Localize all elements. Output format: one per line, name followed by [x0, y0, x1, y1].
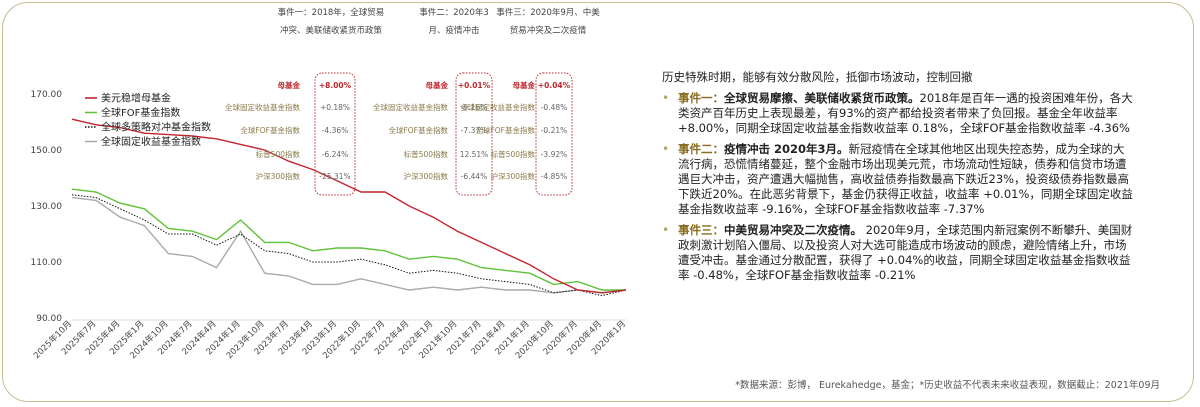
bullet-icon: •	[662, 223, 670, 237]
bullet-icon: •	[662, 91, 670, 105]
event-body: 事件一：全球贸易摩擦、美联储收紧货币政策。2018年是百年一遇的投资困难年份，各…	[678, 91, 1134, 136]
event-title-line: 贸易冲突及二次疫情	[510, 25, 587, 36]
x-axis: 2025年10月2025年7月2025年4月2025年1月2024年10月202…	[31, 318, 628, 361]
event-row-label: 全球固定收益基金指数	[225, 102, 300, 112]
event-row-value: -9.16%	[461, 103, 488, 112]
event-row-value: -6.44%	[461, 172, 488, 181]
performance-chart: 170.00 150.00 130.00 110.00 90.00 2025年10月20…	[31, 7, 629, 361]
y-tick-label: 170.00	[31, 90, 63, 100]
event-title-line: 冲突、美联储收紧货币政策	[280, 25, 383, 36]
event-description: 2018年是百年一遇的投资困难年份，各大类资产百年历史上表现最差，有93%的资产…	[678, 91, 1133, 135]
content-frame	[2, 2, 1194, 402]
event-row-label: 母基金	[426, 80, 449, 90]
event-row-label: 标普500指数	[256, 149, 301, 159]
event-item-1: • 事件一：全球贸易摩擦、美联储收紧货币政策。2018年是百年一遇的投资困难年份…	[662, 91, 1134, 136]
y-tick-label: 110.00	[31, 258, 63, 268]
event-description: 2020年9月，全球范围内新冠案例不断攀升、美国财政刺激计划陷入僵局、以及投资人…	[678, 223, 1133, 282]
event-label: 事件一：	[678, 91, 724, 105]
event-row-label: 标普500指数	[491, 149, 536, 159]
intro-text: 历史特殊时期，能够有效分散风险，抵御市场波动，控制回撤	[662, 70, 973, 84]
event-description: 新冠疫情在全球其他地区出现失控态势，成为全球的大流行病，恐慌情绪蔓延，整个金融市…	[678, 142, 1133, 216]
event-highlight-box	[314, 72, 356, 196]
event-row-label: 沪深300指数	[256, 171, 301, 181]
event-heading: 疫情冲击 2020年3月。	[724, 142, 849, 156]
event-title-line: 月、疫情冲击	[428, 25, 479, 36]
event-item-2: • 事件二：疫情冲击 2020年3月。新冠疫情在全球其他地区出现失控态势，成为全…	[662, 142, 1134, 217]
legend-label: 全球固定收益基金指数	[101, 135, 201, 148]
event-row-label: 母基金	[513, 80, 536, 90]
event-highlight-box	[535, 72, 573, 196]
event-title-line: 事件二：2020年3	[419, 7, 489, 18]
event-highlight-box	[455, 72, 493, 196]
event-row-label: 沪深300指数	[491, 171, 536, 181]
event-row-value: +0.01%	[458, 81, 491, 90]
event-row-value: -7.37%	[461, 126, 488, 135]
event-body: 事件二：疫情冲击 2020年3月。新冠疫情在全球其他地区出现失控态势，成为全球的…	[678, 142, 1134, 217]
y-tick-label: 130.00	[31, 202, 63, 212]
series-line-3	[71, 196, 627, 294]
event-row-label: 全球FOF基金指数	[240, 125, 300, 135]
event-row-value: -6.24%	[322, 150, 349, 159]
event-title-line: 事件三：2020年9月、中美	[496, 7, 600, 18]
event-row-value: -4.36%	[322, 126, 349, 135]
event-heading: 中美贸易冲突及二次疫情。	[724, 223, 862, 237]
footnote: *数据来源：彭博， Eurekahedge，基金；*历史收益不代表未来收益表现，…	[735, 380, 1160, 391]
legend-label: 全球FOF基金指数	[101, 106, 180, 119]
event-row-value: -4.85%	[541, 172, 568, 181]
y-tick-label: 150.00	[31, 146, 63, 156]
series-line-0	[71, 118, 627, 294]
event-row-value: -25.31%	[319, 172, 350, 181]
event-row-value: +0.18%	[320, 103, 350, 112]
event-item-3: • 事件三：中美贸易冲突及二次疫情。 2020年9月，全球范围内新冠案例不断攀升…	[662, 223, 1134, 283]
y-axis: 170.00 150.00 130.00 110.00 90.00	[31, 90, 63, 324]
event-row-value: -3.92%	[541, 150, 568, 159]
event-row-value: +8.00%	[319, 81, 352, 90]
event-row-label: 标普500指数	[404, 149, 449, 159]
event-row-value: -0.48%	[541, 103, 568, 112]
event-row-value: -0.21%	[541, 126, 568, 135]
event-row-label: 全球固定收益基金指数	[460, 102, 535, 112]
series-line-2	[71, 194, 627, 297]
legend-label: 全球多策略对冲基金指数	[101, 121, 211, 134]
event-row-label: 全球FOF基金指数	[388, 125, 448, 135]
legend-label: 美元稳增母基金	[101, 92, 171, 105]
event-row-value: 12.51%	[460, 150, 489, 159]
event-label: 事件二：	[678, 142, 724, 156]
event-row-value: +0.04%	[538, 81, 571, 90]
commentary-panel: 历史特殊时期，能够有效分散风险，抵御市场波动，控制回撤 • 事件一：全球贸易摩擦…	[662, 70, 1134, 289]
event-row-label: 沪深300指数	[404, 171, 449, 181]
series-line-1	[71, 188, 626, 291]
event-body: 事件三：中美贸易冲突及二次疫情。 2020年9月，全球范围内新冠案例不断攀升、美…	[678, 223, 1134, 283]
event-row-label: 全球FOF基金指数	[475, 125, 535, 135]
event-title-line: 事件一：2018年，全球贸易	[278, 7, 385, 18]
series-lines	[71, 118, 627, 297]
event-row-label: 母基金	[278, 80, 301, 90]
bullet-icon: •	[662, 142, 670, 156]
event-label: 事件三：	[678, 223, 724, 237]
event-row-label: 全球固定收益基金指数	[373, 102, 448, 112]
event-heading: 全球贸易摩擦、美联储收紧货币政策。	[724, 91, 920, 105]
y-tick-label: 90.00	[36, 314, 62, 324]
